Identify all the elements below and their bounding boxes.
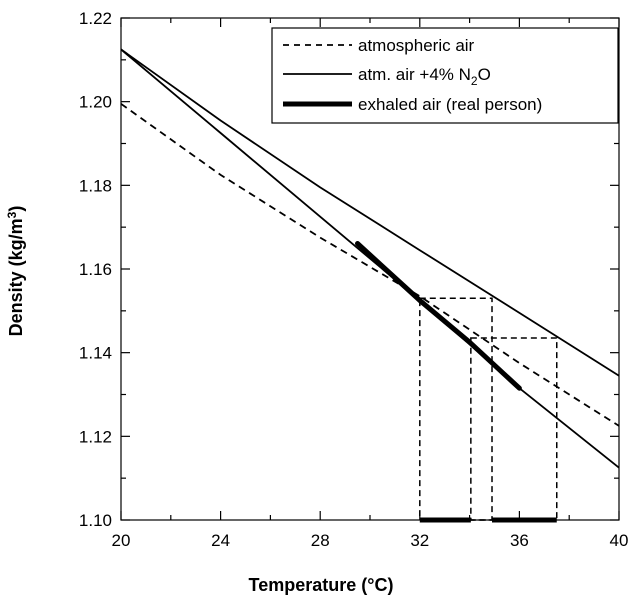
series-lines [120, 48, 620, 469]
x-tick-label: 28 [311, 531, 330, 550]
axes: 20 24 28 32 36 40 1.10 1.12 1.14 1.16 1.18 1.20 1.22 [79, 9, 629, 550]
y-tick-label: 1.20 [79, 93, 112, 112]
legend-label-exhaled-air: exhaled air (real person) [358, 95, 542, 114]
y-axis-label-sup: 3 [5, 211, 19, 218]
y-tick-label: 1.18 [79, 176, 112, 195]
x-tick-label: 40 [610, 531, 629, 550]
x-tick-label: 24 [211, 531, 230, 550]
series-atmospheric-air [120, 103, 620, 427]
series-atm-air-n2o [120, 48, 620, 377]
y-axis-label-close: ) [6, 206, 26, 212]
x-tick-label: 32 [410, 531, 429, 550]
legend-label-atm-air-n2o: atm. air +4% N2O [358, 65, 491, 88]
y-tick-label: 1.14 [79, 344, 112, 363]
x-tick-label: 20 [112, 531, 131, 550]
y-tick-label: 1.16 [79, 260, 112, 279]
y-axis-label: Density (kg/m3) [5, 206, 26, 337]
annotations [419, 297, 558, 523]
legend-box [271, 27, 619, 124]
y-tick-label: 1.10 [79, 511, 112, 530]
x-axis-label: Temperature (°C) [249, 575, 394, 595]
x-tick-label: 36 [510, 531, 529, 550]
legend-label-n2o-sub: 2 [471, 74, 478, 88]
legend-label-n2o-main: atm. air +4% N [358, 65, 471, 84]
legend-label-n2o-tail: O [478, 65, 491, 84]
legend-label-atmospheric-air: atmospheric air [358, 36, 475, 55]
series-exhaled-air-extended [120, 48, 620, 469]
legend: atmospheric air atm. air +4% N2O exhaled… [271, 27, 619, 124]
y-tick-label: 1.22 [79, 9, 112, 28]
dashed-range-box [470, 337, 558, 521]
y-axis-label-main: Density (kg/m [6, 218, 26, 336]
y-tick-label: 1.12 [79, 427, 112, 446]
